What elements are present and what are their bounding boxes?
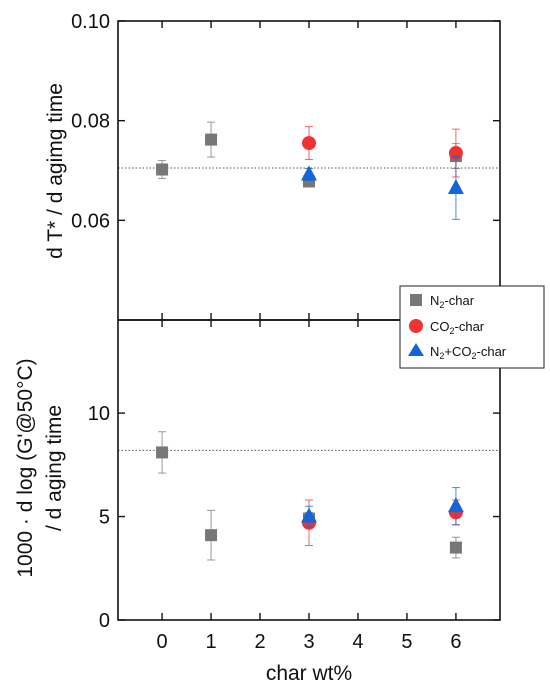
- x-tick-label: 3: [303, 631, 314, 653]
- x-tick-label: 5: [401, 631, 412, 653]
- y-tick-label-bottom: 5: [99, 507, 110, 529]
- data-point-square: [156, 163, 169, 176]
- data-point-square: [205, 529, 218, 542]
- data-point-triangle: [447, 497, 464, 513]
- y-axis-label-bottom-line2: / d aging time: [43, 405, 66, 531]
- y-axis-label-bottom-line1: 1000 · d log (G'@50°C): [14, 358, 37, 577]
- legend-label-n2: N2-char: [430, 293, 475, 310]
- legend: N2-char CO2-char N2+CO2-char: [399, 285, 545, 369]
- data-point-triangle: [447, 178, 464, 194]
- y-tick-label-top: 0.08: [71, 111, 110, 133]
- legend-marker-n2-co2: [408, 343, 424, 356]
- y-tick-label-bottom: 0: [99, 610, 110, 632]
- y-tick-label-bottom: 10: [88, 403, 110, 425]
- x-tick-label: 1: [205, 631, 216, 653]
- legend-label-co2: CO2-char: [430, 319, 485, 336]
- y-axis-label-top: d T* / d agimg time: [44, 83, 67, 259]
- y-tick-label-top: 0.10: [71, 11, 110, 33]
- x-tick-label: 6: [450, 631, 461, 653]
- y-tick-label-top: 0.06: [71, 210, 110, 232]
- x-tick-label: 4: [352, 631, 363, 653]
- data-point-square: [156, 446, 169, 459]
- data-point-circle: [302, 136, 316, 151]
- data-point-triangle: [301, 507, 317, 523]
- data-marks: [156, 121, 464, 561]
- legend-marker-n2: [410, 294, 422, 306]
- data-point-triangle: [301, 165, 317, 181]
- data-point-square: [205, 133, 218, 146]
- data-point-square: [449, 541, 462, 554]
- x-tick-label: 0: [157, 631, 168, 653]
- axes: 0.06 0.08 0.10 0 5 10 0 1 2 3 4 5 6: [71, 11, 501, 653]
- reference-lines: [118, 167, 500, 451]
- legend-marker-co2: [409, 319, 423, 333]
- legend-box: [399, 285, 545, 369]
- legend-label-n2-co2: N2+CO2-char: [430, 344, 507, 361]
- x-axis-label: char wt%: [266, 662, 352, 685]
- x-tick-label: 2: [254, 631, 265, 653]
